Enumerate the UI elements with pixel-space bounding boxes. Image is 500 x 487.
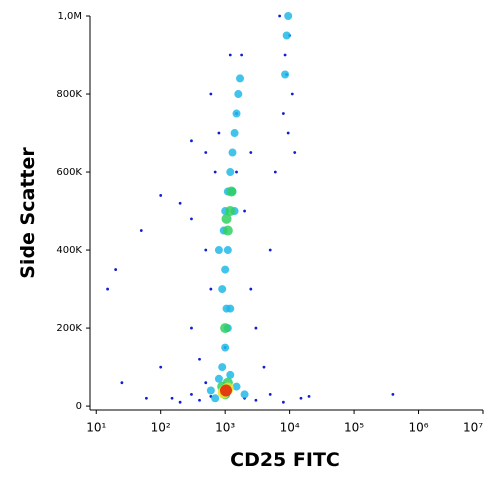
- x-tick-label: 10³: [215, 421, 235, 435]
- data-point: [281, 112, 285, 115]
- data-point: [228, 53, 232, 57]
- data-point: [204, 381, 208, 385]
- data-point: [249, 151, 253, 154]
- data-point: [286, 131, 290, 135]
- data-point: [178, 400, 182, 404]
- data-point: [204, 151, 208, 154]
- data-point: [214, 246, 223, 255]
- data-point: [190, 392, 193, 396]
- data-point: [209, 92, 213, 96]
- data-point: [240, 53, 244, 57]
- data-point: [234, 90, 243, 99]
- data-point: [235, 170, 238, 174]
- data-point: [278, 14, 282, 18]
- x-tick-label: 10⁵: [344, 421, 364, 435]
- data-point: [106, 287, 109, 291]
- x-tick-label: 10⁶: [408, 421, 428, 435]
- data-point: [225, 206, 236, 217]
- data-point: [254, 398, 258, 402]
- data-point: [145, 396, 148, 400]
- data-point: [236, 74, 245, 83]
- data-point: [268, 392, 272, 396]
- y-tick-label: 1,0M: [57, 11, 82, 22]
- data-point: [307, 394, 311, 398]
- data-point: [190, 139, 193, 143]
- data-point: [170, 396, 174, 400]
- data-point: [159, 365, 163, 369]
- data-point: [222, 225, 233, 236]
- data-point: [262, 365, 266, 369]
- data-point: [293, 151, 297, 154]
- data-point: [220, 323, 231, 334]
- data-point: [139, 229, 143, 232]
- data-point: [218, 363, 227, 372]
- data-point: [209, 287, 213, 291]
- data-point: [254, 326, 258, 330]
- data-point: [273, 170, 277, 174]
- data-point: [190, 326, 193, 330]
- data-point: [284, 12, 293, 20]
- y-tick-label: 600K: [56, 167, 82, 178]
- x-tick-label: 10⁴: [280, 421, 300, 435]
- x-tick-label: 10¹: [86, 421, 106, 435]
- data-point: [281, 400, 285, 404]
- data-point: [114, 268, 118, 271]
- data-point: [232, 109, 241, 118]
- data-point: [221, 343, 230, 352]
- data-point: [232, 382, 241, 391]
- data-point: [228, 148, 237, 157]
- data-point: [281, 70, 290, 79]
- data-point: [211, 394, 220, 403]
- data-point: [290, 92, 294, 96]
- data-point: [221, 213, 232, 224]
- data-point: [204, 248, 208, 252]
- y-tick-label: 400K: [56, 245, 82, 256]
- data-point: [299, 396, 303, 400]
- x-tick-label: 10²: [151, 421, 171, 435]
- data-point: [391, 392, 395, 396]
- y-axis-label: Side Scatter: [17, 147, 39, 279]
- data-point: [178, 201, 182, 205]
- data-point: [218, 285, 227, 294]
- data-point: [249, 287, 253, 291]
- data-point: [219, 384, 232, 397]
- data-point: [213, 170, 217, 174]
- data-point: [206, 386, 215, 395]
- data-point: [223, 246, 232, 255]
- data-point: [230, 129, 239, 138]
- data-point: [221, 265, 230, 274]
- data-point: [226, 186, 237, 197]
- data-point: [282, 31, 291, 40]
- data-point: [226, 370, 235, 379]
- data-point: [214, 374, 223, 383]
- data-point: [159, 194, 163, 197]
- y-tick-label: 800K: [56, 89, 82, 100]
- y-tick-label: 200K: [56, 323, 82, 334]
- data-point: [283, 53, 287, 57]
- data-point: [198, 357, 201, 361]
- data-point: [268, 248, 272, 252]
- data-point: [190, 217, 193, 221]
- data-point: [226, 304, 235, 313]
- data-point: [198, 398, 201, 402]
- data-point: [240, 390, 249, 399]
- data-point: [243, 209, 246, 213]
- x-tick-label: 10⁷: [463, 421, 483, 435]
- y-tick-label: 0: [76, 401, 82, 412]
- data-point: [226, 168, 235, 177]
- data-point: [120, 381, 124, 385]
- x-axis-label: CD25 FITC: [230, 449, 340, 471]
- data-point: [217, 131, 221, 135]
